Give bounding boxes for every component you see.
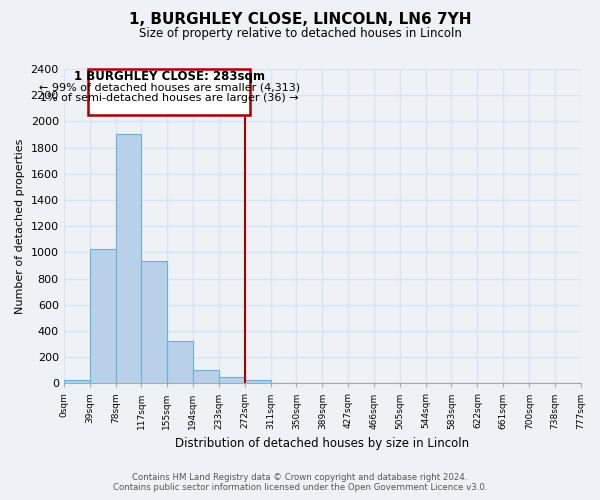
Bar xyxy=(116,134,142,384)
FancyBboxPatch shape xyxy=(88,69,250,115)
Text: 1% of semi-detached houses are larger (36) →: 1% of semi-detached houses are larger (3… xyxy=(40,93,298,103)
X-axis label: Distribution of detached houses by size in Lincoln: Distribution of detached houses by size … xyxy=(175,437,469,450)
Bar xyxy=(167,342,193,384)
Bar xyxy=(193,370,218,384)
Text: Size of property relative to detached houses in Lincoln: Size of property relative to detached ho… xyxy=(139,28,461,40)
Text: 1 BURGHLEY CLOSE: 283sqm: 1 BURGHLEY CLOSE: 283sqm xyxy=(74,70,265,84)
Bar xyxy=(64,380,89,384)
Bar xyxy=(142,262,167,384)
Y-axis label: Number of detached properties: Number of detached properties xyxy=(15,138,25,314)
Text: Contains HM Land Registry data © Crown copyright and database right 2024.
Contai: Contains HM Land Registry data © Crown c… xyxy=(113,473,487,492)
Bar xyxy=(245,380,271,384)
Bar xyxy=(218,376,245,384)
Bar xyxy=(89,249,116,384)
Text: ← 99% of detached houses are smaller (4,313): ← 99% of detached houses are smaller (4,… xyxy=(38,82,299,92)
Text: 1, BURGHLEY CLOSE, LINCOLN, LN6 7YH: 1, BURGHLEY CLOSE, LINCOLN, LN6 7YH xyxy=(129,12,471,28)
